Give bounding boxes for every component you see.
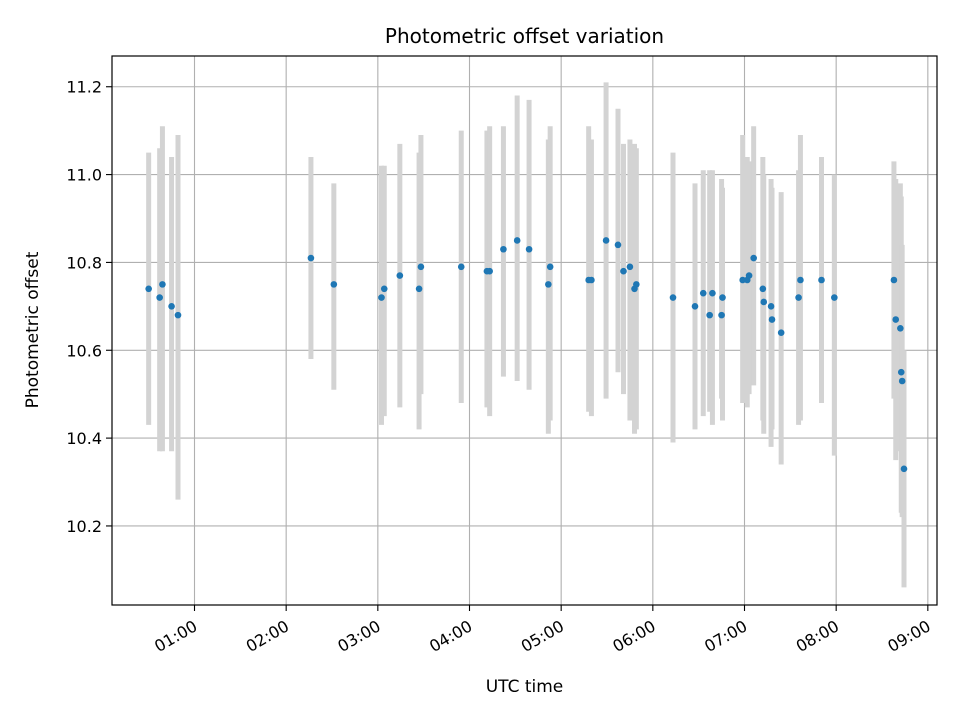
data-point <box>897 368 905 376</box>
y-tick-label: 10.6 <box>66 341 102 360</box>
data-point <box>767 303 775 310</box>
data-point <box>797 276 804 284</box>
data-point <box>795 294 802 301</box>
data-point <box>898 377 906 385</box>
data-point <box>545 281 552 288</box>
y-tick-label: 10.2 <box>66 517 102 536</box>
data-point <box>396 272 404 279</box>
data-point <box>745 272 753 279</box>
data-point <box>900 465 908 473</box>
data-point <box>513 237 521 244</box>
plot-frame <box>111 55 938 606</box>
data-point <box>168 303 175 310</box>
data-point <box>159 281 166 288</box>
data-point <box>525 245 533 253</box>
data-point <box>897 325 904 332</box>
data-point <box>500 245 507 253</box>
data-point <box>699 289 707 297</box>
data-point <box>626 263 634 271</box>
y-tick-label: 11.0 <box>66 166 102 185</box>
data-point <box>330 281 338 288</box>
data-point <box>620 267 627 275</box>
data-point <box>818 276 825 284</box>
data-point <box>602 237 610 244</box>
data-point <box>777 329 785 336</box>
data-point <box>307 254 315 262</box>
data-points <box>145 237 908 473</box>
data-point <box>691 303 699 310</box>
data-point <box>739 276 746 284</box>
data-point <box>415 285 423 293</box>
data-point <box>378 294 385 301</box>
data-point <box>457 263 465 271</box>
data-point <box>486 267 493 275</box>
data-point <box>831 294 838 301</box>
data-point <box>669 294 677 301</box>
y-axis-ticks: 10.2 10.4 10.6 10.8 11.0 11.2 <box>66 78 112 536</box>
data-point <box>750 254 757 262</box>
data-point <box>588 276 595 284</box>
x-axis-label: UTC time <box>486 677 564 697</box>
data-point <box>633 281 640 288</box>
data-point <box>706 311 713 319</box>
chart-title: Photometric offset variation <box>385 24 664 48</box>
y-axis-label: Photometric offset <box>23 251 43 408</box>
y-tick-label: 11.2 <box>66 78 102 97</box>
y-tick-label: 10.8 <box>66 253 102 272</box>
data-point <box>156 294 163 301</box>
data-point <box>760 298 768 306</box>
data-point <box>417 263 425 271</box>
data-point <box>890 276 898 284</box>
data-point <box>759 285 767 293</box>
data-point <box>145 285 152 293</box>
data-point <box>709 289 716 297</box>
data-point <box>174 311 182 319</box>
data-point <box>718 311 725 319</box>
y-tick-label: 10.4 <box>66 429 102 448</box>
data-point <box>719 294 726 301</box>
data-point <box>614 241 622 249</box>
data-point <box>768 316 776 323</box>
data-point <box>380 285 388 293</box>
data-point <box>546 263 554 271</box>
data-point <box>892 316 900 323</box>
